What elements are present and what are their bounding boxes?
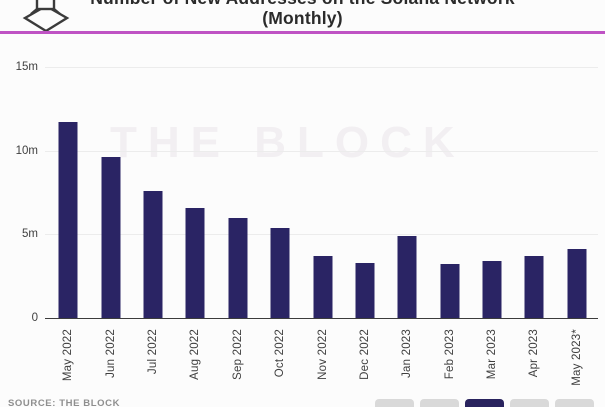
y-tick-label: 0 bbox=[31, 312, 38, 324]
gridline-15m bbox=[45, 67, 598, 68]
pager-button-4[interactable] bbox=[510, 399, 549, 407]
bar-slot bbox=[556, 67, 598, 318]
x-tick-label: Nov 2022 bbox=[316, 329, 329, 380]
bar-oct-2022[interactable] bbox=[270, 227, 290, 318]
x-tick-slot: Feb 2023 bbox=[429, 329, 471, 399]
x-tick-slot: Dec 2022 bbox=[344, 329, 386, 399]
x-tick-slot: Nov 2022 bbox=[301, 329, 343, 399]
x-tick-label: Sep 2022 bbox=[231, 329, 244, 380]
source-label: SOURCE: THE BLOCK bbox=[8, 398, 121, 407]
bar-slot bbox=[174, 67, 216, 318]
bar-may-2023[interactable] bbox=[567, 249, 587, 318]
x-tick-slot: Jan 2023 bbox=[386, 329, 428, 399]
pager-button-3[interactable] bbox=[465, 399, 504, 407]
x-tick-label: Oct 2022 bbox=[274, 329, 287, 378]
bar-nov-2022[interactable] bbox=[313, 256, 333, 318]
bar-sep-2022[interactable] bbox=[228, 217, 248, 318]
x-tick-label: Mar 2023 bbox=[486, 329, 499, 380]
x-tick-label: May 2023* bbox=[570, 329, 583, 386]
x-tick-slot: Jul 2022 bbox=[132, 329, 174, 399]
bar-feb-2023[interactable] bbox=[440, 264, 460, 318]
pager-button-2[interactable] bbox=[420, 399, 459, 407]
x-tick-label: Feb 2023 bbox=[443, 329, 456, 380]
x-tick-label: Jan 2023 bbox=[401, 329, 414, 378]
bar-apr-2023[interactable] bbox=[524, 256, 544, 318]
pager-button-1[interactable] bbox=[375, 399, 414, 407]
bar-may-2022[interactable] bbox=[58, 122, 78, 318]
the-block-cube-icon bbox=[22, 0, 70, 33]
chart-title-line2: (Monthly) bbox=[262, 8, 343, 28]
bar-jun-2022[interactable] bbox=[101, 157, 121, 318]
bar-slot bbox=[217, 67, 259, 318]
bar-slot bbox=[471, 67, 513, 318]
bar-slot bbox=[301, 67, 343, 318]
x-tick-slot: Mar 2023 bbox=[471, 329, 513, 399]
x-tick-label: Aug 2022 bbox=[189, 329, 202, 380]
pager bbox=[375, 399, 594, 407]
bar-slot bbox=[386, 67, 428, 318]
bar-slot bbox=[513, 67, 555, 318]
bar-jul-2022[interactable] bbox=[143, 190, 163, 318]
x-tick-slot: Sep 2022 bbox=[217, 329, 259, 399]
x-tick-label: Jun 2022 bbox=[104, 329, 117, 378]
title-divider bbox=[0, 31, 605, 34]
gridline-5m bbox=[45, 234, 598, 236]
bar-slot bbox=[89, 67, 131, 318]
watermark: THE BLOCK bbox=[110, 118, 466, 167]
gridline-10m bbox=[45, 150, 598, 152]
x-tick-slot: Oct 2022 bbox=[259, 329, 301, 399]
x-tick-label: May 2022 bbox=[62, 329, 75, 382]
x-tick-label: Dec 2022 bbox=[358, 329, 371, 380]
x-tick-slot: May 2023* bbox=[556, 329, 598, 399]
plot-area bbox=[45, 67, 598, 319]
x-axis-labels: May 2022 Jun 2022 Jul 2022 Aug 2022 Sep 2022… bbox=[47, 329, 598, 399]
x-axis-line bbox=[45, 317, 598, 319]
y-tick-label: 5m bbox=[22, 228, 38, 241]
y-axis: 15m 10m 5m 0 bbox=[0, 61, 38, 324]
x-tick-slot: May 2022 bbox=[47, 329, 89, 399]
x-tick-slot: Apr 2023 bbox=[513, 329, 555, 399]
chart-title-line1: Number of New Addresses on the Solana Ne… bbox=[0, 0, 605, 9]
x-tick-slot: Jun 2022 bbox=[89, 329, 131, 399]
y-tick-label: 10m bbox=[15, 144, 38, 157]
x-tick-label: Apr 2023 bbox=[528, 329, 541, 378]
x-tick-slot: Aug 2022 bbox=[174, 329, 216, 399]
bar-slot bbox=[344, 67, 386, 318]
y-tick-label: 15m bbox=[15, 61, 38, 73]
bar-aug-2022[interactable] bbox=[185, 207, 205, 318]
bar-slot bbox=[47, 67, 89, 318]
bar-slot bbox=[259, 67, 301, 318]
bar-slot bbox=[132, 67, 174, 318]
bar-jan-2023[interactable] bbox=[397, 236, 417, 318]
pager-button-5[interactable] bbox=[555, 399, 594, 407]
bars bbox=[47, 67, 598, 318]
bar-dec-2022[interactable] bbox=[355, 262, 375, 318]
x-tick-label: Jul 2022 bbox=[146, 329, 159, 375]
bar-slot bbox=[429, 67, 471, 318]
bar-mar-2023[interactable] bbox=[482, 261, 502, 318]
